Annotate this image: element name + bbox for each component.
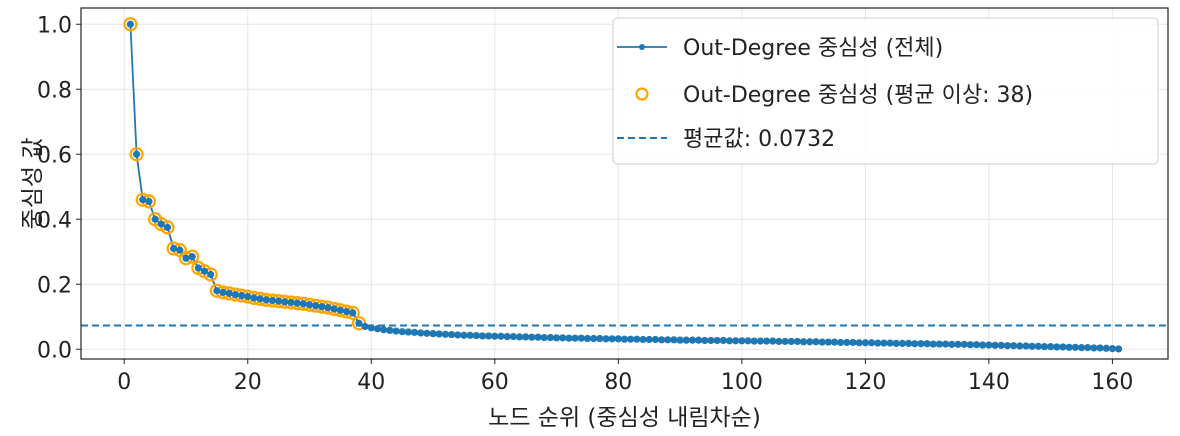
x-tick-label: 160: [1091, 370, 1133, 395]
x-tick-label: 0: [117, 370, 131, 395]
x-tick-label: 80: [604, 370, 632, 395]
legend-label-all: Out-Degree 중심성 (전체): [683, 36, 943, 61]
plot-frame: [80, 7, 1169, 360]
x-axis-label: 노드 순위 (중심성 내림차순): [488, 405, 761, 431]
x-axis-ticks: 0 20 40 60 80 100 120 140 160: [117, 359, 1133, 395]
y-tick-label: 0.6: [37, 143, 72, 168]
x-tick-label: 140: [968, 370, 1010, 395]
y-axis-ticks: 0.0 0.2 0.4 0.6 0.8 1.0: [37, 13, 81, 363]
y-tick-label: 0.2: [37, 273, 72, 298]
y-tick-label: 0.4: [37, 208, 72, 233]
line-dot-icon-marker: [639, 44, 645, 50]
above-mean-markers: [123, 17, 367, 331]
x-tick-label: 120: [844, 370, 886, 395]
hollow-circle-icon: [635, 87, 649, 101]
legend-item-mean: 평균값: 0.0732: [617, 127, 835, 152]
x-tick-label: 100: [721, 370, 763, 395]
legend-label-mean: 평균값: 0.0732: [683, 127, 835, 152]
legend-item-all: Out-Degree 중심성 (전체): [617, 36, 943, 61]
legend-box: [612, 17, 1159, 165]
x-tick-label: 40: [357, 370, 385, 395]
y-axis-label: 중심성 값: [20, 138, 46, 230]
legend-label-above-mean: Out-Degree 중심성 (평균 이상: 38): [683, 83, 1033, 108]
x-tick-label: 60: [481, 370, 509, 395]
legend: Out-Degree 중심성 (전체) Out-Degree 중심성 (평균 이…: [612, 17, 1159, 165]
series-dots: [126, 20, 1123, 353]
x-tick-label: 20: [234, 370, 262, 395]
legend-item-above-mean: Out-Degree 중심성 (평균 이상: 38): [635, 83, 1033, 108]
y-tick-label: 0.8: [37, 78, 72, 103]
y-tick-label: 1.0: [37, 13, 72, 38]
y-tick-label: 0.0: [37, 338, 72, 363]
